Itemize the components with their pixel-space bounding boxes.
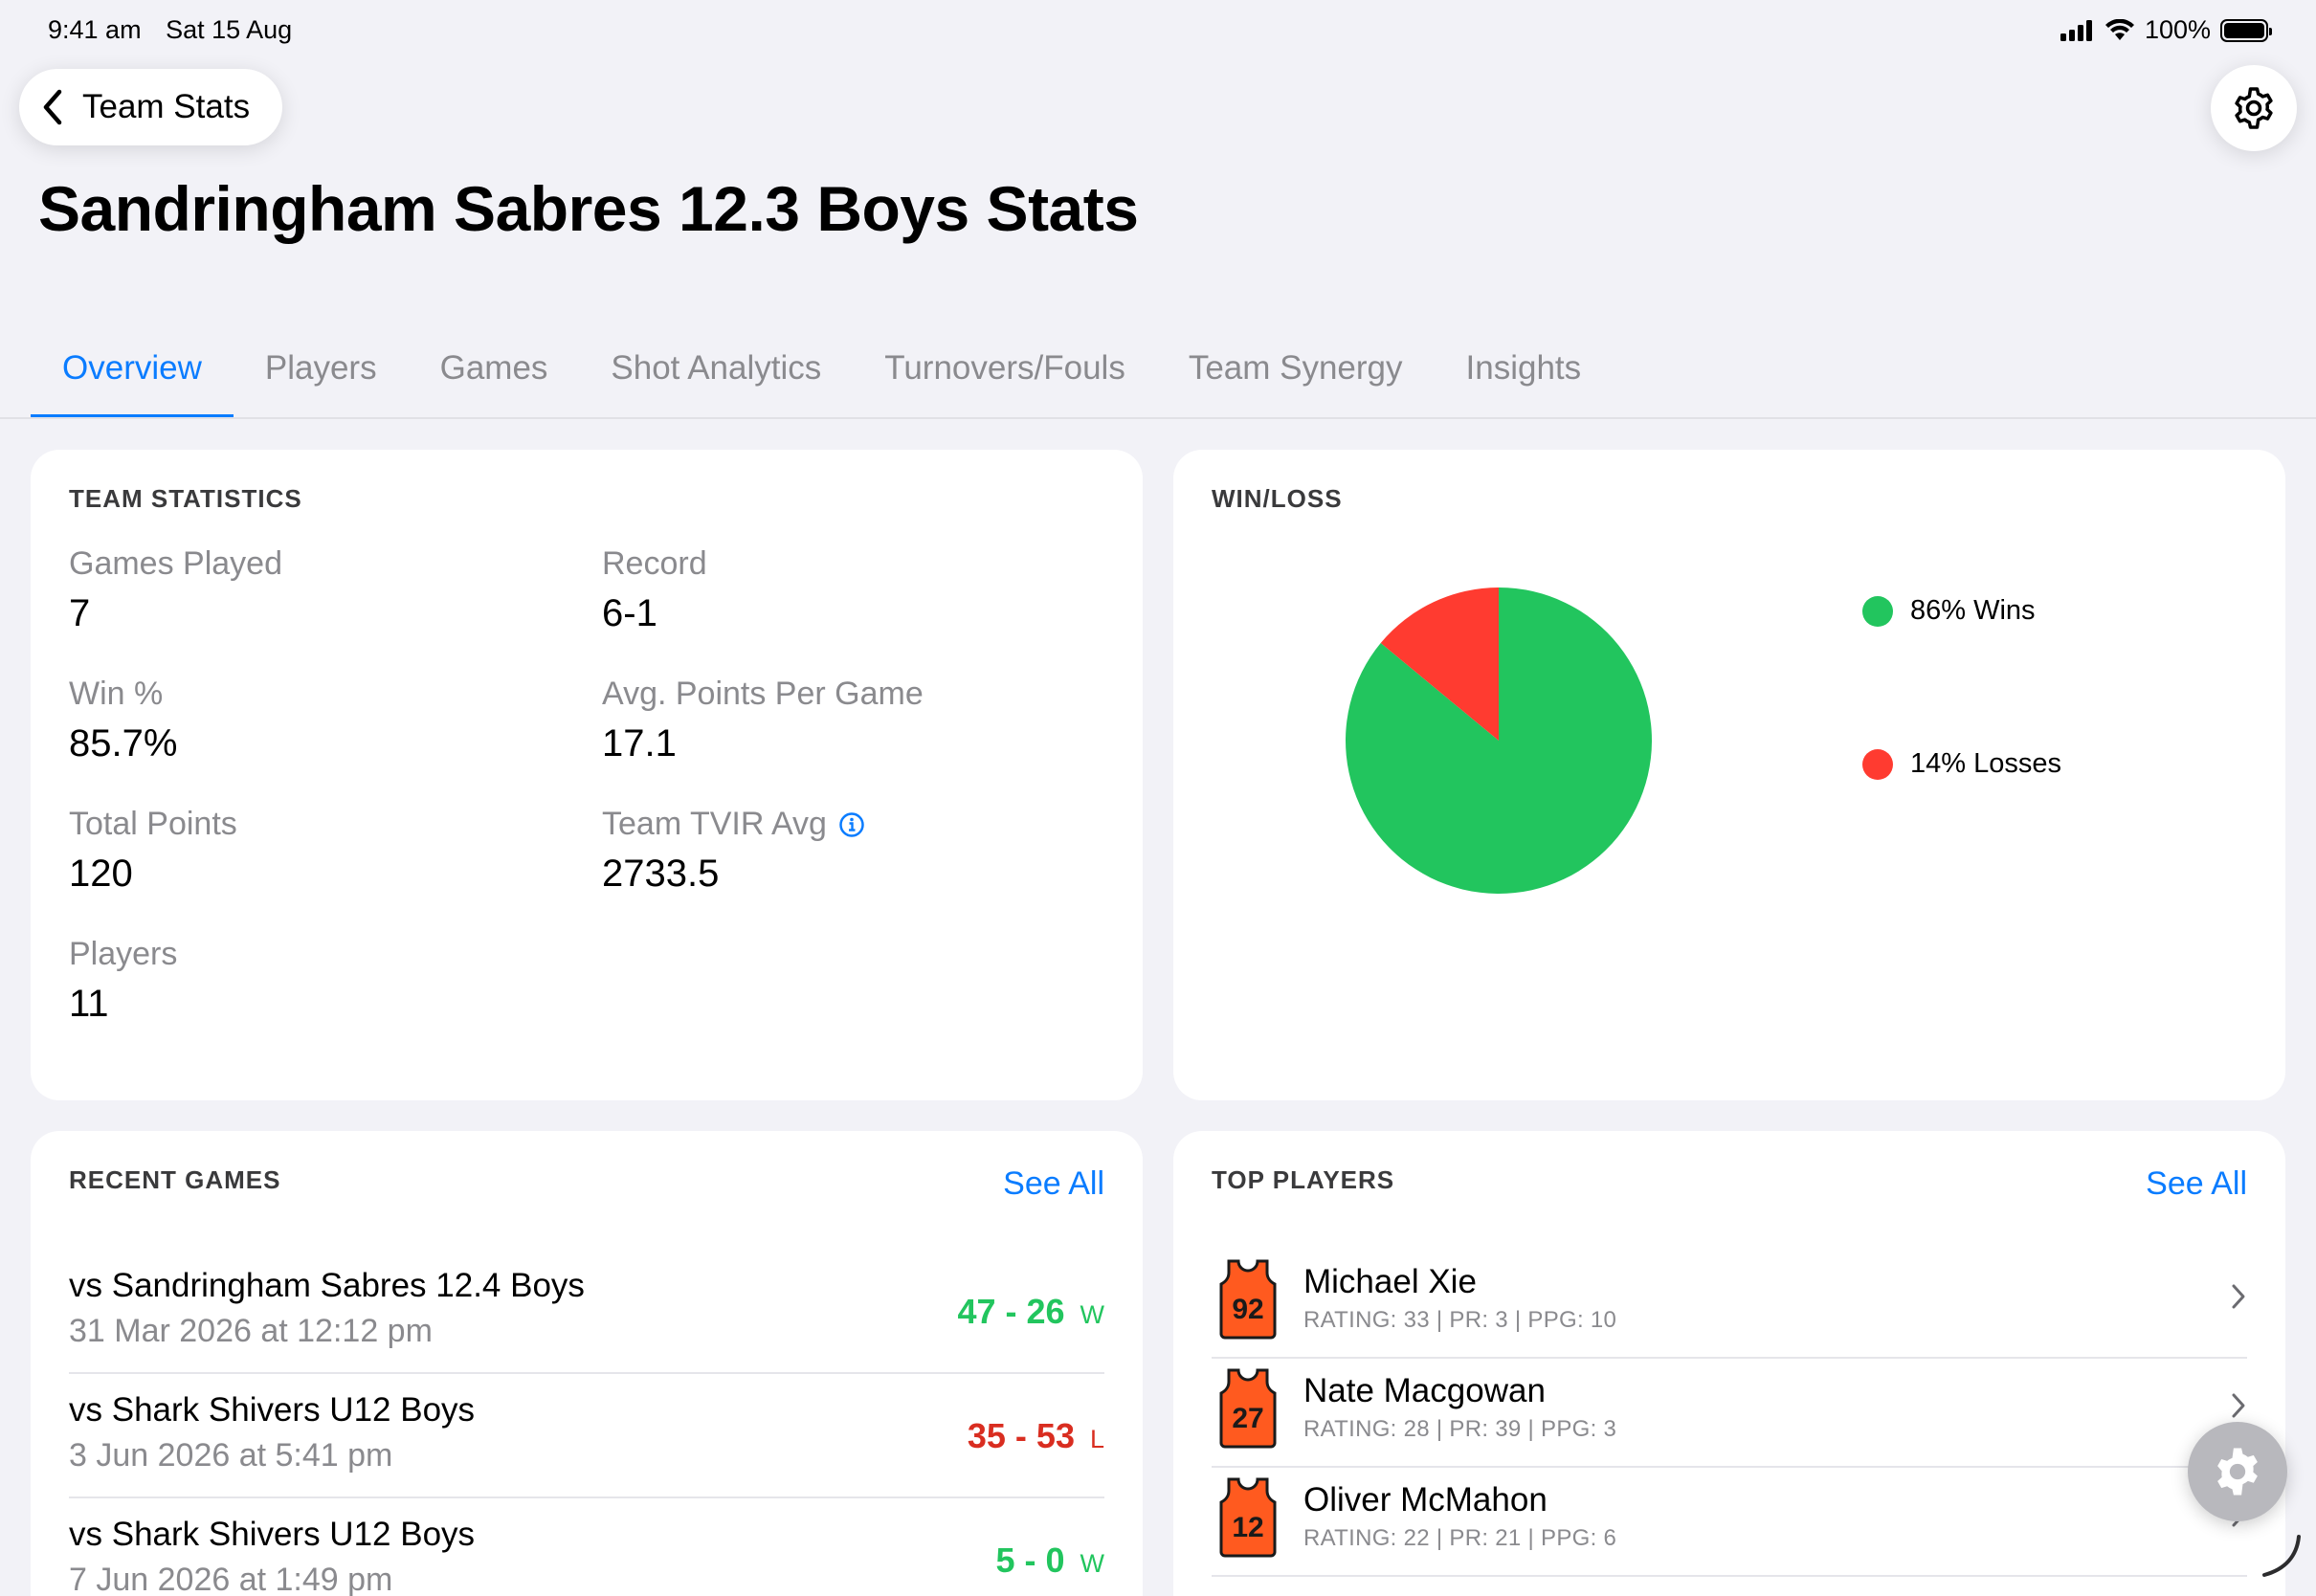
jersey-icon: 27 [1219,1368,1277,1449]
chevron-right-icon [2232,1284,2245,1309]
pie-svg [1346,587,1652,894]
game-score: 5 - 0 [995,1541,1065,1580]
status-time: 9:41 am [48,15,142,44]
settings-button[interactable] [2211,65,2297,151]
tab-insights[interactable]: Insights [1465,349,1582,387]
player-name: Nate Macgowan [1303,1372,1546,1409]
back-button-label: Team Stats [82,88,251,125]
svg-text:12: 12 [1232,1512,1263,1543]
stat-win-percent: Win % 85.7% [69,676,178,765]
gear-icon [2217,1448,2258,1496]
player-name: Michael Xie [1303,1263,1477,1300]
top-players-see-all-button[interactable]: See All [2146,1165,2247,1202]
win-loss-card: WIN/LOSS 86% Wins 14% Losses [1173,450,2285,1100]
tab-team-synergy[interactable]: Team Synergy [1188,349,1403,387]
legend-losses: 14% Losses [1862,748,2061,780]
info-circle-icon[interactable] [838,811,865,838]
player-row[interactable]: 92 Michael Xie RATING: 33 | PR: 3 | PPG:… [1212,1250,2247,1359]
tab-shot-analytics[interactable]: Shot Analytics [611,349,822,387]
game-result: W [1080,1300,1104,1329]
svg-text:27: 27 [1232,1403,1263,1434]
resize-handle-icon[interactable] [2260,1533,2306,1579]
player-row[interactable]: 12 Oliver McMahon RATING: 22 | PR: 21 | … [1212,1468,2247,1577]
player-row[interactable]: 27 Nate Macgowan RATING: 28 | PR: 39 | P… [1212,1359,2247,1468]
status-bar: 9:41 am Sat 15 Aug 100% [48,13,2272,52]
game-result: W [1080,1549,1104,1578]
wifi-icon [2104,18,2134,40]
game-score: 35 - 53 [967,1416,1075,1455]
pie-slice-losses [1380,587,1499,741]
jersey-icon: 92 [1219,1259,1277,1340]
win-loss-title: WIN/LOSS [1212,484,1343,513]
top-players-title: TOP PLAYERS [1212,1165,1395,1194]
battery-icon [2220,18,2272,42]
tab-turnovers-fouls[interactable]: Turnovers/Fouls [884,349,1125,387]
stat-record: Record 6-1 [602,545,707,634]
chevron-left-icon [43,89,62,125]
stat-team-tvir-avg: Team TVIR Avg 2733.5 [602,806,1119,896]
legend-wins: 86% Wins [1862,595,2036,627]
game-score: 47 - 26 [957,1292,1065,1331]
legend-losses-dot [1862,748,1893,780]
cellular-signal-icon [2060,19,2092,41]
floating-settings-button[interactable] [2188,1422,2287,1521]
svg-text:92: 92 [1232,1294,1263,1325]
tab-overview[interactable]: Overview [31,340,234,418]
game-row[interactable]: vs Sandringham Sabres 12.4 Boys 31 Mar 2… [69,1250,1104,1374]
top-players-card: TOP PLAYERS See All 92 Michael Xie RATIN… [1173,1131,2285,1596]
gear-icon [2235,87,2273,129]
stat-games-played: Games Played 7 [69,545,282,634]
game-row[interactable]: vs Shark Shivers U12 Boys 3 Jun 2026 at … [69,1374,1104,1498]
game-row[interactable]: vs Shark Shivers U12 Boys 7 Jun 2026 at … [69,1516,1104,1596]
recent-games-see-all-button[interactable]: See All [1003,1165,1104,1202]
tab-games[interactable]: Games [439,349,548,387]
player-meta: RATING: 33 | PR: 3 | PPG: 10 [1303,1307,1617,1333]
stat-players: Players 11 [69,936,178,1025]
stat-total-points: Total Points 120 [69,806,237,895]
game-result: L [1089,1425,1104,1453]
win-loss-pie-chart [1344,586,1654,896]
stat-avg-ppg: Avg. Points Per Game 17.1 [602,676,924,765]
battery-percent: 100% [2144,15,2211,44]
player-meta: RATING: 28 | PR: 39 | PPG: 3 [1303,1416,1617,1442]
player-meta: RATING: 22 | PR: 21 | PPG: 6 [1303,1525,1617,1551]
legend-wins-dot [1862,595,1893,627]
tabs-divider [0,417,2316,419]
player-name: Oliver McMahon [1303,1481,1548,1518]
team-statistics-title: TEAM STATISTICS [69,484,302,513]
jersey-icon: 12 [1219,1477,1277,1558]
recent-games-card: RECENT GAMES See All vs Sandringham Sabr… [31,1131,1143,1596]
tab-players[interactable]: Players [264,349,377,387]
tab-bar: Overview Players Games Shot Analytics Tu… [31,340,2316,418]
back-button[interactable]: Team Stats [19,69,283,145]
status-date: Sat 15 Aug [166,15,293,44]
chevron-right-icon [2232,1393,2245,1418]
page-title: Sandringham Sabres 12.3 Boys Stats [38,173,1139,244]
recent-games-title: RECENT GAMES [69,1165,281,1194]
team-statistics-card: TEAM STATISTICS Games Played 7 Record 6-… [31,450,1143,1100]
